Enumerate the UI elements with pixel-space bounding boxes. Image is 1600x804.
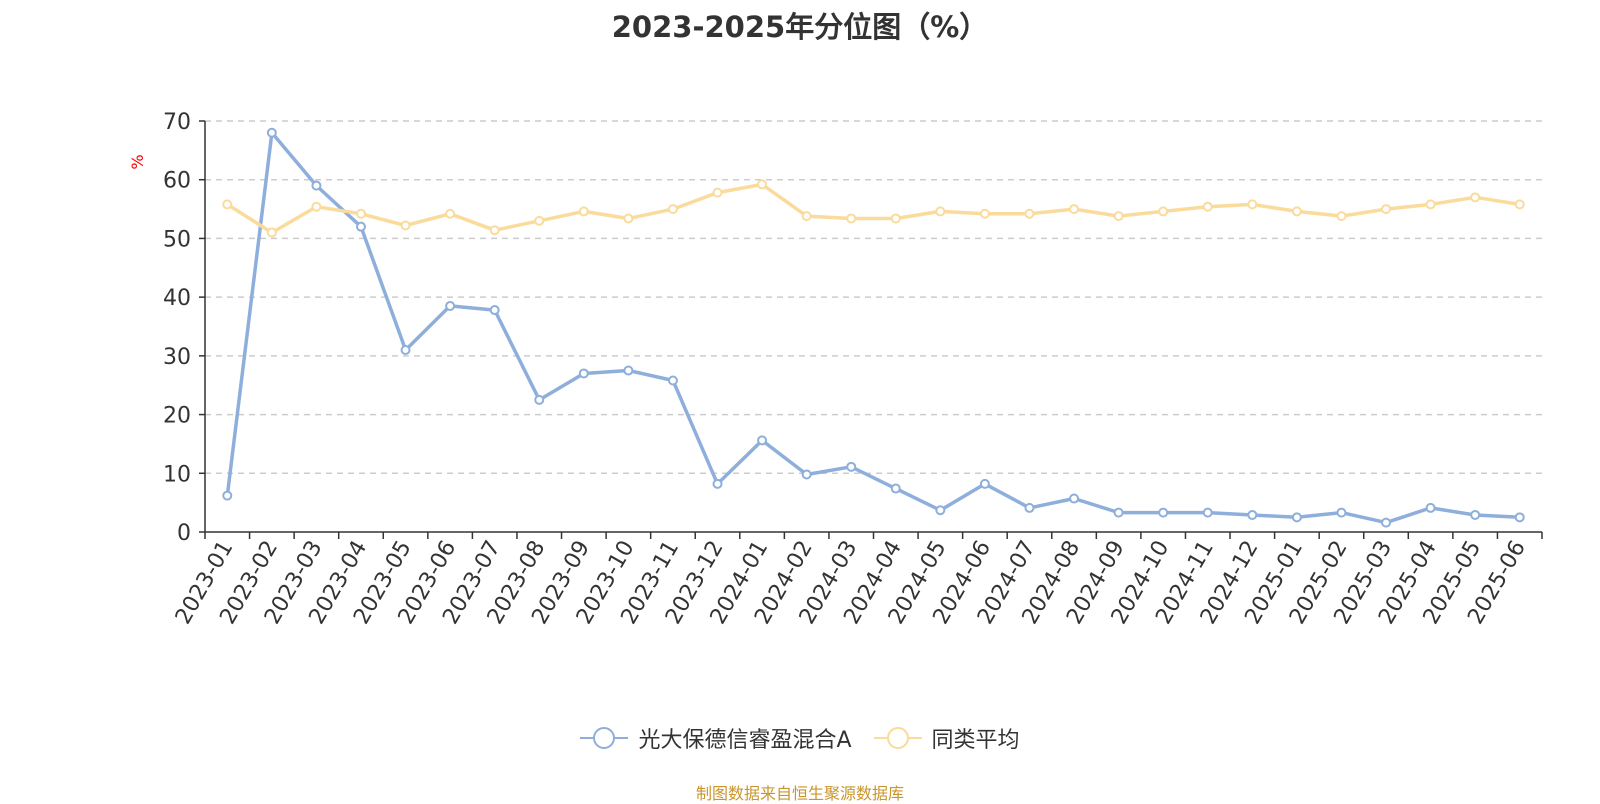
source-note: 制图数据来自恒生聚源数据库 bbox=[695, 784, 904, 803]
legend: 光大保德信睿盈混合A 同类平均 bbox=[0, 722, 1600, 754]
data-point bbox=[400, 344, 411, 355]
data-point bbox=[667, 375, 678, 386]
data-point bbox=[489, 305, 500, 316]
data-point bbox=[846, 213, 857, 224]
y-tick-label: 60 bbox=[163, 169, 191, 194]
data-point bbox=[578, 368, 589, 379]
data-point bbox=[445, 300, 456, 311]
data-point bbox=[1158, 507, 1169, 518]
data-point bbox=[1514, 512, 1525, 523]
data-point bbox=[1069, 493, 1080, 504]
series-line bbox=[226, 182, 1520, 235]
data-point bbox=[1247, 199, 1258, 210]
data-point bbox=[1024, 208, 1035, 219]
legend-item-series-b[interactable]: 同类平均 bbox=[873, 722, 1020, 754]
y-axis-unit: % bbox=[128, 154, 147, 169]
legend-item-series-a[interactable]: 光大保德信睿盈混合A bbox=[580, 722, 852, 754]
data-point bbox=[712, 187, 723, 198]
data-point bbox=[400, 220, 411, 231]
data-point bbox=[890, 213, 901, 224]
data-point bbox=[1514, 199, 1525, 210]
data-point bbox=[1069, 204, 1080, 215]
data-point bbox=[1425, 502, 1436, 513]
data-point bbox=[222, 490, 233, 501]
data-point bbox=[311, 180, 322, 191]
data-point bbox=[667, 204, 678, 215]
data-point bbox=[266, 227, 277, 238]
data-point bbox=[534, 394, 545, 405]
data-point bbox=[623, 213, 634, 224]
data-point bbox=[979, 478, 990, 489]
y-tick-label: 50 bbox=[163, 227, 191, 252]
y-tick-label: 10 bbox=[163, 462, 191, 487]
series-line bbox=[225, 130, 1520, 525]
data-point bbox=[757, 435, 768, 446]
data-point bbox=[935, 206, 946, 217]
data-point bbox=[1202, 507, 1213, 518]
data-point bbox=[1024, 502, 1035, 513]
y-tick-label: 40 bbox=[163, 286, 191, 311]
legend-label-series-a: 光大保德信睿盈混合A bbox=[638, 728, 852, 753]
data-point bbox=[801, 211, 812, 222]
data-point bbox=[1291, 206, 1302, 217]
data-point bbox=[1336, 211, 1347, 222]
data-point bbox=[534, 215, 545, 226]
series-lines bbox=[222, 127, 1525, 528]
data-point bbox=[1381, 517, 1392, 528]
data-point bbox=[266, 127, 277, 138]
data-point bbox=[846, 461, 857, 472]
data-point bbox=[757, 179, 768, 190]
y-tick-label: 0 bbox=[177, 521, 191, 546]
series-b bbox=[222, 179, 1525, 238]
data-point bbox=[1381, 204, 1392, 215]
data-point bbox=[979, 208, 990, 219]
data-point bbox=[1425, 199, 1436, 210]
data-point bbox=[1336, 507, 1347, 518]
series-a bbox=[222, 127, 1525, 528]
data-point bbox=[801, 469, 812, 480]
legend-label-series-b: 同类平均 bbox=[931, 728, 1020, 753]
data-point bbox=[712, 478, 723, 489]
legend-marker-series-b bbox=[873, 727, 922, 749]
grid-lines bbox=[205, 120, 1542, 475]
data-point bbox=[489, 225, 500, 236]
data-point bbox=[1202, 201, 1213, 212]
data-point bbox=[935, 505, 946, 516]
data-point bbox=[445, 208, 456, 219]
data-point bbox=[1470, 509, 1481, 520]
chart-title: 2023-2025年分位图（%） bbox=[611, 10, 989, 44]
data-point bbox=[623, 365, 634, 376]
data-point bbox=[1291, 512, 1302, 523]
data-point bbox=[578, 206, 589, 217]
legend-marker-series-a bbox=[580, 727, 629, 749]
axes: 010203040506070%2023-012023-022023-03202… bbox=[128, 110, 1543, 629]
data-point bbox=[890, 483, 901, 494]
data-point bbox=[1158, 206, 1169, 217]
data-point bbox=[1247, 509, 1258, 520]
data-point bbox=[222, 199, 233, 210]
data-point bbox=[1113, 211, 1124, 222]
y-tick-label: 30 bbox=[163, 345, 191, 370]
data-point bbox=[1113, 507, 1124, 518]
data-point bbox=[355, 208, 366, 219]
y-tick-label: 20 bbox=[163, 404, 191, 429]
data-point bbox=[1470, 192, 1481, 203]
data-point bbox=[311, 201, 322, 212]
y-tick-label: 70 bbox=[163, 110, 191, 135]
data-point bbox=[355, 221, 366, 232]
